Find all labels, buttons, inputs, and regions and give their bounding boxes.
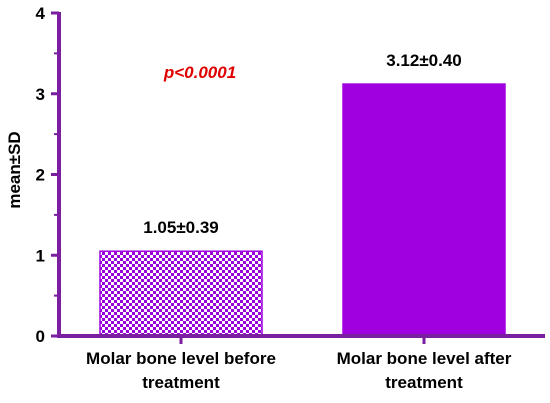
data-label-1: 1.05±0.39 — [143, 218, 219, 237]
y-tick-label: 1 — [36, 246, 45, 265]
y-tick-label: 3 — [36, 85, 45, 104]
bar-1 — [99, 250, 263, 337]
bar-2 — [342, 83, 506, 337]
p-value-annotation: p<0.0001 — [163, 63, 236, 82]
y-axis-title: mean±SD — [5, 131, 24, 208]
x-category-label-2: treatment — [385, 373, 463, 392]
x-category-label-2: Molar bone level after — [337, 349, 512, 368]
data-label-2: 3.12±0.40 — [386, 51, 462, 70]
y-tick-label: 4 — [36, 4, 46, 23]
x-category-label-1: treatment — [142, 373, 220, 392]
y-tick-label: 0 — [36, 327, 45, 346]
y-tick-label: 2 — [36, 166, 45, 185]
x-category-label-1: Molar bone level before — [86, 349, 276, 368]
